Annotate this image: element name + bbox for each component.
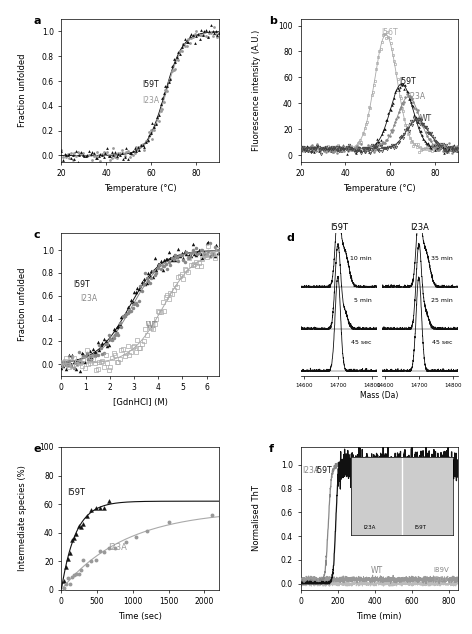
Text: b: b xyxy=(269,16,277,26)
Text: 25 min: 25 min xyxy=(431,297,453,302)
Text: I59T: I59T xyxy=(399,77,416,86)
Text: WT: WT xyxy=(146,321,158,330)
Text: WT: WT xyxy=(371,566,383,575)
Y-axis label: Fluorescence intensity (A.U.): Fluorescence intensity (A.U.) xyxy=(252,30,261,151)
Text: Mass (Da): Mass (Da) xyxy=(360,392,398,401)
Text: e: e xyxy=(33,444,41,454)
Text: I23A: I23A xyxy=(142,96,160,105)
Text: I56T: I56T xyxy=(381,28,398,37)
Y-axis label: Fraction unfolded: Fraction unfolded xyxy=(18,268,27,341)
Y-axis label: Fraction unfolded: Fraction unfolded xyxy=(18,54,27,127)
Text: 45 sec: 45 sec xyxy=(432,340,453,344)
Text: d: d xyxy=(287,233,294,243)
X-axis label: Temperature (°C): Temperature (°C) xyxy=(343,184,415,193)
Text: I89V: I89V xyxy=(434,567,449,573)
Text: 10 min: 10 min xyxy=(350,256,372,261)
Y-axis label: Normalised ThT: Normalised ThT xyxy=(252,486,261,551)
Text: I23A: I23A xyxy=(108,543,126,552)
Title: I59T: I59T xyxy=(329,223,348,232)
Text: 5 min: 5 min xyxy=(354,297,372,302)
Text: I59T: I59T xyxy=(67,488,85,498)
X-axis label: [GdnHCl] (M): [GdnHCl] (M) xyxy=(113,398,168,407)
Text: f: f xyxy=(269,444,274,454)
Text: I59T: I59T xyxy=(315,466,332,475)
Y-axis label: Intermediate species (%): Intermediate species (%) xyxy=(18,465,27,571)
Text: c: c xyxy=(33,230,40,240)
X-axis label: Temperature (°C): Temperature (°C) xyxy=(104,184,177,193)
Text: I56V: I56V xyxy=(434,576,449,582)
Text: I23A: I23A xyxy=(408,93,426,101)
Text: I23A: I23A xyxy=(303,466,320,475)
Text: I59T: I59T xyxy=(142,81,159,89)
X-axis label: Time (sec): Time (sec) xyxy=(118,612,162,621)
Text: I59T: I59T xyxy=(74,280,90,288)
Text: a: a xyxy=(33,16,41,26)
Title: I23A: I23A xyxy=(410,223,429,232)
Text: I23A: I23A xyxy=(81,294,98,304)
Text: 45 sec: 45 sec xyxy=(351,340,372,344)
Text: 35 min: 35 min xyxy=(431,256,453,261)
X-axis label: Time (min): Time (min) xyxy=(356,612,402,621)
Text: WT: WT xyxy=(420,115,432,124)
